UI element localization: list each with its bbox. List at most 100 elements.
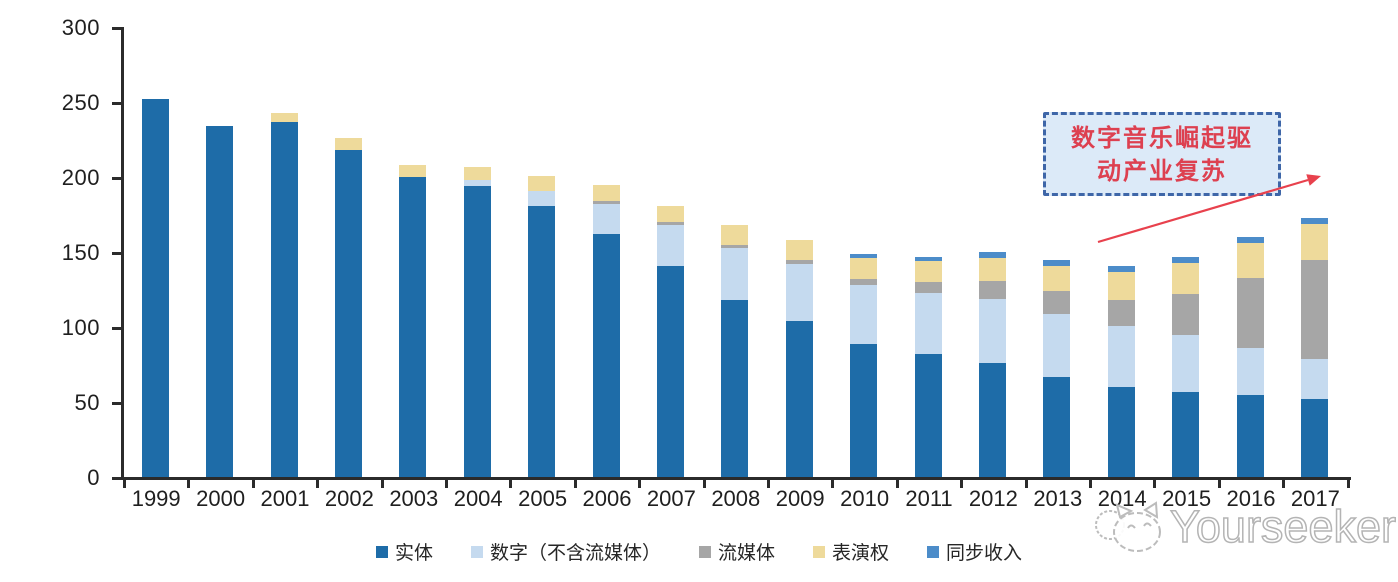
legend-item: 同步收入 <box>927 538 1022 565</box>
x-axis-tick <box>251 477 255 488</box>
bar-segment-实体 <box>528 205 556 477</box>
bar-segment-实体 <box>463 186 491 477</box>
bar-segment-同步收入 <box>1172 256 1200 263</box>
y-axis-tick <box>112 252 121 255</box>
bar-segment-表演权 <box>463 166 491 180</box>
legend: 实体 数字（不含流媒体） 流媒体 表演权 同步收入 <box>0 538 1398 565</box>
bar-segment-实体 <box>785 321 813 477</box>
annotation-text-line2: 动产业复苏 <box>1097 156 1227 185</box>
x-axis-label: 2009 <box>775 486 825 511</box>
x-axis-tick <box>1217 477 1221 488</box>
legend-label: 实体 <box>394 543 433 564</box>
x-axis-tick <box>638 477 642 488</box>
bar-segment-数字（不含流媒体） <box>1172 334 1200 392</box>
bar-segment-实体 <box>206 126 234 477</box>
bar-segment-同步收入 <box>1107 265 1135 272</box>
y-axis-tick <box>112 177 121 180</box>
x-axis-label: 2012 <box>968 486 1018 511</box>
bar-segment-表演权 <box>528 175 556 191</box>
x-axis-tick <box>1282 477 1286 488</box>
x-axis-tick <box>1346 477 1350 488</box>
x-axis-label: 2016 <box>1226 486 1276 511</box>
bar-segment-表演权 <box>914 261 942 282</box>
legend-label: 数字（不含流媒体） <box>489 543 661 564</box>
bar-segment-表演权 <box>1043 265 1071 291</box>
legend-label: 流媒体 <box>717 543 775 564</box>
y-axis-label: 300 <box>61 15 100 40</box>
bar-segment-实体 <box>270 121 298 477</box>
y-axis-tick <box>112 27 121 30</box>
bar-segment-实体 <box>978 363 1006 477</box>
bar-segment-表演权 <box>399 165 427 177</box>
x-axis-tick <box>767 477 770 488</box>
bar-segment-同步收入 <box>1043 259 1071 266</box>
bar-segment-同步收入 <box>1236 237 1264 243</box>
y-axis-label: 0 <box>87 465 100 490</box>
x-axis-label: 2008 <box>711 486 761 511</box>
legend-item: 表演权 <box>813 538 889 565</box>
x-axis-line <box>113 477 1351 480</box>
bar-segment-流媒体 <box>1043 291 1071 314</box>
bar-segment-数字（不含流媒体） <box>1043 313 1071 377</box>
bar-segment-流媒体 <box>1172 294 1200 335</box>
bar-segment-同步收入 <box>914 256 942 261</box>
bar-segment-数字（不含流媒体） <box>850 285 878 344</box>
x-axis-label: 2000 <box>196 486 246 511</box>
bar-segment-数字（不含流媒体） <box>528 190 556 206</box>
x-axis-tick <box>960 477 964 488</box>
bar-segment-流媒体 <box>850 279 878 285</box>
bar-segment-表演权 <box>1172 262 1200 294</box>
bar-segment-数字（不含流媒体） <box>592 204 620 234</box>
bar-segment-数字（不含流媒体） <box>978 298 1006 363</box>
bar-segment-实体 <box>850 343 878 477</box>
bar-segment-表演权 <box>785 240 813 260</box>
y-axis-label: 150 <box>61 240 100 265</box>
bar-segment-实体 <box>1107 387 1135 477</box>
bar-segment-流媒体 <box>721 244 749 248</box>
y-axis-tick <box>112 102 121 105</box>
legend-item: 实体 <box>375 538 433 565</box>
bar-segment-同步收入 <box>978 252 1006 258</box>
legend-swatch-icon <box>698 545 711 558</box>
x-axis-tick <box>316 477 320 488</box>
y-axis-label: 250 <box>61 90 100 115</box>
bar-segment-实体 <box>1172 391 1200 477</box>
bar-segment-流媒体 <box>1236 277 1264 348</box>
x-axis-label: 2011 <box>905 486 953 511</box>
x-axis-tick <box>187 477 191 488</box>
legend-label: 表演权 <box>832 543 890 564</box>
legend-item: 数字（不含流媒体） <box>470 538 661 565</box>
y-axis-label: 100 <box>61 315 100 340</box>
x-axis-tick <box>702 477 706 488</box>
legend-item: 流媒体 <box>698 538 775 565</box>
x-axis-label: 1999 <box>131 486 181 511</box>
x-axis-tick <box>895 477 899 488</box>
x-axis-label: 2007 <box>646 486 696 511</box>
legend-swatch-icon <box>927 545 940 558</box>
bar-segment-表演权 <box>1236 243 1264 278</box>
annotation-box: 数字音乐崛起驱 动产业复苏 <box>1043 112 1281 196</box>
legend-swatch-icon <box>470 545 483 558</box>
bar-segment-实体 <box>1300 399 1328 477</box>
y-axis-tick <box>112 402 121 405</box>
bar-segment-数字（不含流媒体） <box>1236 348 1264 395</box>
bar-segment-流媒体 <box>914 282 942 293</box>
annotation-text-line1: 数字音乐崛起驱 <box>1071 123 1253 152</box>
bar-segment-流媒体 <box>1107 300 1135 326</box>
bar-segment-表演权 <box>656 205 684 222</box>
bar-segment-同步收入 <box>1300 217 1328 224</box>
x-axis-label: 2004 <box>453 486 503 511</box>
bar-segment-数字（不含流媒体） <box>463 180 491 186</box>
bar-segment-实体 <box>1236 394 1264 477</box>
y-axis-tick <box>112 327 121 330</box>
bar-segment-数字（不含流媒体） <box>1300 358 1328 399</box>
bar-segment-同步收入 <box>850 253 878 258</box>
x-axis-label: 2013 <box>1033 486 1083 511</box>
x-axis-label: 2003 <box>389 486 439 511</box>
bar-segment-表演权 <box>721 225 749 245</box>
y-axis-label: 50 <box>74 390 100 415</box>
bar-segment-数字（不含流媒体） <box>721 247 749 300</box>
bar-segment-表演权 <box>1300 223 1328 260</box>
bar-segment-实体 <box>656 265 684 477</box>
